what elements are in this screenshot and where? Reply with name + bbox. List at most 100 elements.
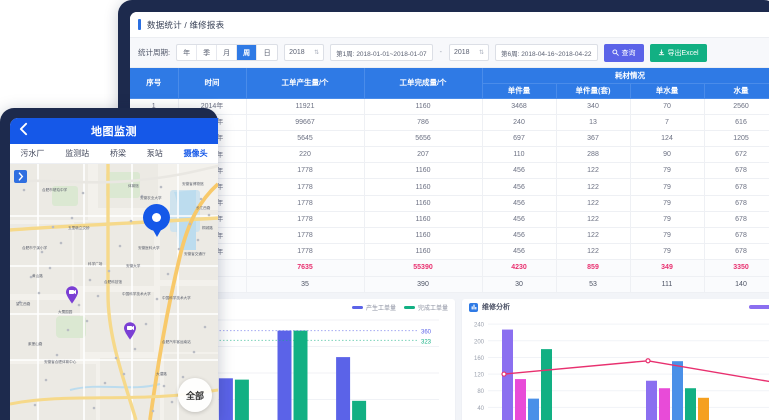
table-cell: 1160 [364, 211, 483, 229]
mobile-device-frame: 地图监测 污水厂 监测站 桥梁 泵站 摄像头 合肥市琥珀中学 体育馆 安徽农业大学安… [0, 108, 218, 420]
search-button[interactable]: 查询 [603, 43, 644, 62]
tab-monitor-station[interactable]: 监测站 [65, 149, 90, 158]
table-cell: 288 [556, 146, 631, 164]
table-cell: 79 [630, 195, 705, 212]
table-cell: 616 [704, 114, 769, 131]
table-header: 序号 时间 工单产生量/个 工单完成量/个 耗材情况 单件量 单件量(套) 单水… [130, 68, 769, 99]
table-row[interactable]: 32016年564556566973671241205 [130, 130, 769, 148]
table-cell: 70 [630, 98, 705, 115]
bar-chart-legend: 产生工单量 完成工单量 [351, 303, 448, 312]
table-cell: 678 [704, 211, 769, 229]
map-place-label: 大潜路 [156, 372, 167, 376]
tab-pump-station[interactable]: 泵站 [146, 149, 163, 158]
table-row-total: 合计76355539042308593493350 [130, 259, 769, 277]
year-end-value: 2018 [453, 49, 470, 56]
period-option-year[interactable]: 年 [177, 45, 198, 60]
table-row[interactable]: 92018年1778116045612279678 [130, 227, 769, 245]
svg-text:40: 40 [477, 406, 484, 412]
table-row[interactable]: 72018年1778116045612279678 [130, 195, 769, 212]
map-place-label: 安徽农业大学 [140, 196, 162, 200]
svg-text:360: 360 [421, 329, 432, 335]
current-location-marker[interactable] [143, 204, 170, 237]
period-option-day[interactable]: 日 [263, 49, 271, 57]
export-excel-button[interactable]: 导出Excel [649, 43, 707, 62]
table-cell: 1778 [246, 243, 365, 261]
table-cell: 456 [482, 178, 557, 196]
week-range-end-input[interactable]: 第6周: 2018-04-16~2018-04-22 [494, 44, 598, 61]
week-range-start-input[interactable]: 第1周: 2018-01-01~2018-01-07 [330, 44, 433, 61]
table-row[interactable]: 1 2014年 11921 1160 3468 340 70 2560 [130, 98, 769, 115]
table-cell: 122 [556, 227, 631, 245]
map-expand-button[interactable] [14, 170, 27, 183]
tab-sewage-plant[interactable]: 污水厂 [20, 149, 45, 158]
maintenance-report-table: 序号 时间 工单产生量/个 工单完成量/个 耗材情况 单件量 单件量(套) 单水… [130, 68, 769, 293]
table-cell: 122 [556, 178, 631, 196]
table-cell: 220 [246, 146, 365, 164]
table-cell: 1778 [246, 162, 365, 180]
desktop-window-content: 数据统计 / 维修报表 统计周期: 年 季 月 周 日 2018 ⇅ 第1周: … [130, 12, 769, 420]
camera-marker[interactable] [123, 322, 137, 340]
table-cell: 1778 [246, 227, 365, 245]
table-cell: 456 [482, 211, 557, 229]
table-cell: 11921 [246, 98, 365, 115]
table-cell: 1160 [364, 162, 483, 180]
map-place-label: 安徽省博物馆 [182, 182, 204, 186]
breadcrumb-bar: 数据统计 / 维修报表 [130, 12, 769, 38]
report-table-wrapper: 序号 时间 工单产生量/个 工单完成量/个 耗材情况 单件量 单件量(套) 单水… [130, 68, 769, 293]
repair-analysis-chart-card: 维修分析 40 80 120 160 200 240 [462, 298, 769, 420]
table-cell: 5645 [246, 130, 365, 148]
table-cell: 30 [482, 276, 557, 293]
table-row[interactable]: 52018年1778116045612279678 [130, 162, 769, 180]
map-view[interactable]: 合肥市琥珀中学 体育馆 安徽农业大学 安徽省博物馆 五里墩立交桥 合肥市宁溪小学 安徽医科大… [10, 164, 218, 420]
back-chevron-icon[interactable] [18, 122, 29, 141]
map-place-label: 安徽省合肥体育中心 [44, 360, 77, 364]
table-cell: 90 [630, 146, 705, 164]
table-row-average: 平均值353903053111140 [130, 276, 769, 293]
camera-marker[interactable] [65, 286, 79, 304]
table-cell: 678 [704, 178, 769, 196]
map-all-button[interactable]: 全部 [178, 378, 212, 412]
table-cell: 390 [364, 276, 483, 293]
tab-bridge[interactable]: 桥梁 [109, 149, 126, 158]
range-separator: - [439, 49, 442, 56]
table-cell: 110 [482, 146, 557, 164]
table-cell: 456 [482, 162, 557, 180]
table-row[interactable]: 42017年22020711028890672 [130, 146, 769, 164]
table-cell: 678 [704, 195, 769, 212]
table-cell: 140 [704, 276, 769, 293]
table-row[interactable]: 82018年1778116045612279678 [130, 211, 769, 229]
table-cell: 240 [482, 114, 557, 131]
period-option-month[interactable]: 月 [217, 45, 238, 60]
breadcrumb-accent-bar [138, 19, 141, 30]
map-place-label: 体育馆 [128, 184, 139, 188]
period-label: 统计周期: [138, 48, 171, 57]
year-start-stepper[interactable]: 2018 ⇅ [284, 44, 325, 61]
table-row[interactable]: 62018年1778116045612279678 [130, 178, 769, 196]
tab-camera[interactable]: 摄像头 [183, 149, 208, 158]
map-place-label: 安徽省交通厅 [184, 252, 206, 256]
stepper-icon[interactable]: ⇅ [314, 50, 320, 56]
combo-chart-header: 维修分析 [462, 299, 769, 316]
table-cell: 122 [556, 162, 631, 180]
period-option-week[interactable]: 周 [237, 45, 258, 60]
table-cell: 786 [364, 114, 483, 131]
map-place-label: 安徽大学 [126, 264, 141, 268]
legend-item-completed[interactable]: 完成工单量 [403, 303, 448, 312]
table-cell: 55390 [364, 259, 483, 277]
table-row[interactable]: 102018年1778116045612279678 [130, 243, 769, 261]
table-cell: 122 [556, 243, 631, 261]
period-segmented-control[interactable]: 年 季 月 周 日 [176, 44, 279, 61]
table-cell: 859 [556, 259, 631, 277]
stepper-icon[interactable]: ⇅ [478, 50, 484, 56]
export-button-label: 导出Excel [667, 49, 699, 57]
col-sub-4: 水量 [704, 83, 769, 99]
legend-item-generated[interactable]: 产生工单量 [351, 303, 396, 312]
legend-swatch-icon [749, 305, 769, 310]
table-row[interactable]: 22015年99667786240137616 [130, 114, 769, 131]
table-cell: 79 [630, 243, 705, 261]
period-option-quarter[interactable]: 季 [197, 45, 218, 60]
table-cell: 678 [704, 162, 769, 180]
col-completed: 工单完成量/个 [364, 68, 483, 99]
year-end-stepper[interactable]: 2018 ⇅ [448, 44, 489, 61]
table-header-row-sub: 单件量 单件量(套) 单水量 水量 [130, 83, 769, 99]
